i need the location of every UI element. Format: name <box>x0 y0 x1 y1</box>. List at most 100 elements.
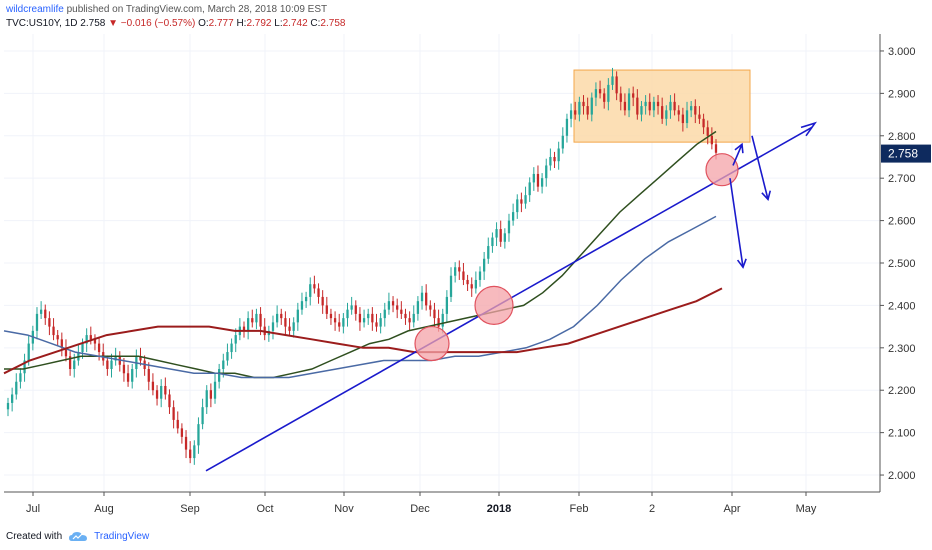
y-tick-label: 2.600 <box>888 216 916 228</box>
highlight-circle <box>705 153 739 187</box>
ma-mid-line <box>3 215 717 379</box>
candle-body <box>23 360 26 374</box>
candle-body <box>60 339 63 348</box>
candle-body <box>528 182 531 196</box>
candle-body <box>6 402 10 410</box>
high-value: 2.792 <box>246 18 272 29</box>
candle-body <box>329 313 333 319</box>
candle-body <box>487 246 490 259</box>
candle-body <box>48 318 51 327</box>
highlight-circle <box>474 285 514 326</box>
candle-body <box>247 318 250 331</box>
candle-body <box>110 360 113 370</box>
candle-body <box>565 118 569 136</box>
candle-body <box>354 305 357 314</box>
candle-body <box>362 318 366 323</box>
projection-arrow-up <box>732 143 743 166</box>
candle-body <box>582 101 585 107</box>
open-label: O: <box>198 18 209 29</box>
open-value: 2.777 <box>208 18 234 29</box>
candle-body <box>632 93 635 98</box>
high-label: H: <box>236 18 247 29</box>
candle-body <box>636 97 639 115</box>
y-tick-label: 2.400 <box>888 300 916 312</box>
y-tick-label: 3.000 <box>888 46 916 58</box>
candle-body <box>255 313 258 323</box>
x-tick-label: Oct <box>256 503 273 515</box>
candle-body <box>648 101 651 111</box>
candle-body <box>391 301 395 306</box>
x-tick-label: 2018 <box>487 503 511 515</box>
chart-axes: 3.000 2.900 2.800 2.700 2.600 2.500 2.400 2.300… <box>4 34 931 515</box>
candle-body <box>242 326 246 331</box>
candle-body <box>429 305 432 310</box>
low-label: L: <box>274 18 283 29</box>
candle-body <box>702 118 705 128</box>
candle-body <box>131 369 134 382</box>
y-tick-label: 2.800 <box>888 131 916 143</box>
publish-line: wildcreamlife published on TradingView.c… <box>6 3 345 17</box>
candle-body <box>569 110 573 119</box>
candle-body <box>396 305 399 310</box>
last-price-badge-label: 2.758 <box>888 147 918 161</box>
chart-header: wildcreamlife published on TradingView.c… <box>6 3 345 33</box>
candle-body <box>425 292 428 306</box>
candle-body <box>89 335 92 340</box>
candle-body <box>151 381 155 391</box>
candle-body <box>590 97 593 115</box>
change-value: −0.016 (−0.57%) <box>120 18 196 29</box>
author-link[interactable]: wildcreamlife <box>6 4 64 15</box>
candle-body <box>226 352 229 361</box>
candle-body <box>160 385 163 399</box>
candle-body <box>441 313 444 327</box>
candle-body <box>367 313 370 319</box>
candle-body <box>275 313 279 323</box>
candle-body <box>561 135 564 149</box>
candle-body <box>466 279 469 285</box>
candle-body <box>540 178 544 187</box>
candle-body <box>317 288 320 297</box>
candle-body <box>627 93 631 111</box>
candle-body <box>458 267 461 272</box>
projection-arrow-up-head <box>734 142 744 154</box>
candle-body <box>73 360 76 370</box>
candle-body <box>114 356 117 361</box>
y-tick-label: 2.300 <box>888 343 916 355</box>
highlight-circle <box>414 325 450 362</box>
candle-body <box>681 114 685 124</box>
created-with-text: Created with <box>6 531 63 542</box>
candle-body <box>656 101 660 107</box>
y-tick-label: 2.000 <box>888 470 916 482</box>
candle-body <box>478 271 482 280</box>
candle-body <box>350 305 353 310</box>
candle-body <box>524 195 527 204</box>
candle-body <box>553 156 556 162</box>
candle-body <box>222 360 225 370</box>
candle-body <box>230 343 233 353</box>
candle-body <box>342 318 345 327</box>
candle-body <box>607 84 610 102</box>
candle-body <box>126 373 130 382</box>
candle-body <box>68 356 72 370</box>
candle-body <box>64 347 68 357</box>
candle-body <box>122 364 126 374</box>
ma-long-line <box>3 287 723 375</box>
candle-body <box>184 436 188 450</box>
candle-body <box>375 322 378 327</box>
symbol-label[interactable]: TVC:US10Y, 1D <box>6 18 78 29</box>
candle-body <box>433 309 436 319</box>
projection-arrow-down-far-head <box>736 258 747 269</box>
projection-arrow-down-far <box>729 178 744 268</box>
candle-body <box>483 258 486 272</box>
candle-body <box>85 335 88 344</box>
candle-body <box>280 313 283 319</box>
candle-body <box>52 326 55 336</box>
candle-body <box>685 110 689 124</box>
candle-body <box>15 381 18 395</box>
tradingview-brand-link[interactable]: TradingView <box>94 531 150 542</box>
candle-body <box>545 165 548 179</box>
projection-arrow-down-near <box>751 135 769 200</box>
candle-body <box>288 326 291 331</box>
candle-body <box>454 267 457 276</box>
